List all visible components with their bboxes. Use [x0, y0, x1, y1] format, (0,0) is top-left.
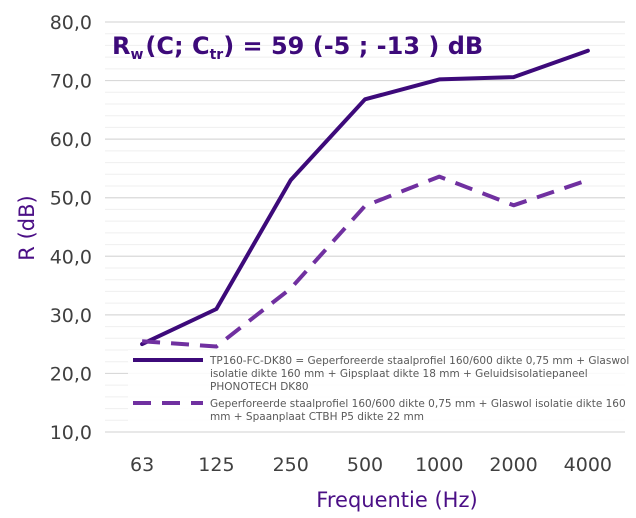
x-tick-label: 500 — [347, 454, 383, 476]
x-tick-label: 1000 — [415, 454, 463, 476]
legend-label-1: PHONOTECH DK80 — [210, 381, 309, 393]
legend-background — [128, 350, 628, 430]
x-tick-label: 125 — [198, 454, 234, 476]
y-tick-label: 80,0 — [50, 12, 92, 34]
x-tick-label: 2000 — [489, 454, 537, 476]
annotation-r-sub: w — [130, 47, 143, 63]
series-line-1 — [140, 48, 590, 347]
y-tick-label: 20,0 — [50, 363, 92, 385]
x-axis-title: Frequentie (Hz) — [316, 488, 477, 512]
x-axis-ticks: 63 125 250 500 1000 2000 4000 — [130, 454, 612, 476]
legend-label-1: TP160-FC-DK80 = Geperforeerde staalprofi… — [209, 355, 629, 367]
y-axis-ticks: 10,0 20,0 30,0 40,0 50,0 60,0 70,0 80,0 — [50, 12, 92, 444]
annotation-open: (C; C — [145, 32, 209, 60]
x-tick-label: 250 — [273, 454, 309, 476]
y-tick-label: 40,0 — [50, 246, 92, 268]
y-axis-title: R (dB) — [15, 195, 39, 260]
y-tick-label: 50,0 — [50, 188, 92, 210]
rating-annotation: Rw(C; Ctr) = 59 (-5 ; -13 ) dB — [112, 32, 483, 63]
x-tick-label: 63 — [130, 454, 154, 476]
annotation-ctr-sub: tr — [210, 47, 224, 63]
annotation-r: R — [112, 32, 130, 60]
series-lines — [140, 48, 590, 349]
annotation-rest: ) = 59 (-5 ; -13 ) dB — [223, 32, 483, 60]
legend-label-2: Geperforeerde staalprofiel 160/600 dikte… — [210, 398, 626, 410]
legend-label-1: isolatie dikte 160 mm + Gipsplaat dikte … — [210, 368, 588, 380]
legend: TP160-FC-DK80 = Geperforeerde staalprofi… — [128, 350, 629, 430]
y-tick-label: 10,0 — [50, 422, 92, 444]
y-tick-label: 70,0 — [50, 71, 92, 93]
legend-label-2: mm + Spaanplaat CTBH P5 dikte 22 mm — [210, 411, 424, 423]
y-tick-label: 30,0 — [50, 305, 92, 327]
y-tick-label: 60,0 — [50, 129, 92, 151]
x-tick-label: 4000 — [564, 454, 612, 476]
series-line-2 — [141, 174, 589, 349]
